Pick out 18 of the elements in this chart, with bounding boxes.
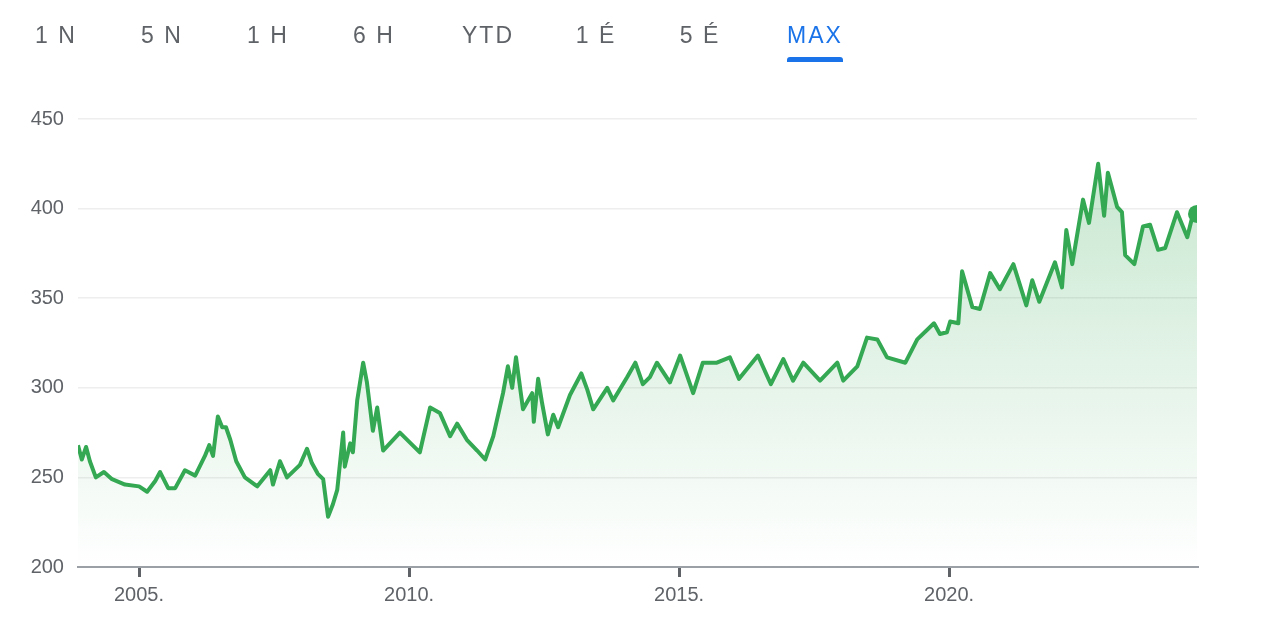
x-tick-label: 2005. xyxy=(114,582,165,605)
x-tick-label: 2020. xyxy=(924,582,975,605)
text: MAX xyxy=(787,22,843,49)
text: 6 H xyxy=(353,22,395,49)
x-tick-label: 2010. xyxy=(384,582,435,605)
text: 5 É xyxy=(679,22,721,49)
text: 1 N xyxy=(35,22,77,49)
y-tick-label: 450 xyxy=(30,106,64,129)
text: 5 N xyxy=(141,22,183,49)
y-tick-label: 200 xyxy=(30,554,64,577)
text: 1 H xyxy=(247,22,289,49)
y-tick-label: 250 xyxy=(30,464,64,487)
text: YTD xyxy=(462,22,514,49)
text: 1 É xyxy=(575,22,617,49)
y-tick-label: 350 xyxy=(30,285,64,308)
y-tick-label: 400 xyxy=(30,196,64,219)
y-tick-label: 300 xyxy=(30,375,64,398)
x-tick-label: 2015. xyxy=(654,582,705,605)
